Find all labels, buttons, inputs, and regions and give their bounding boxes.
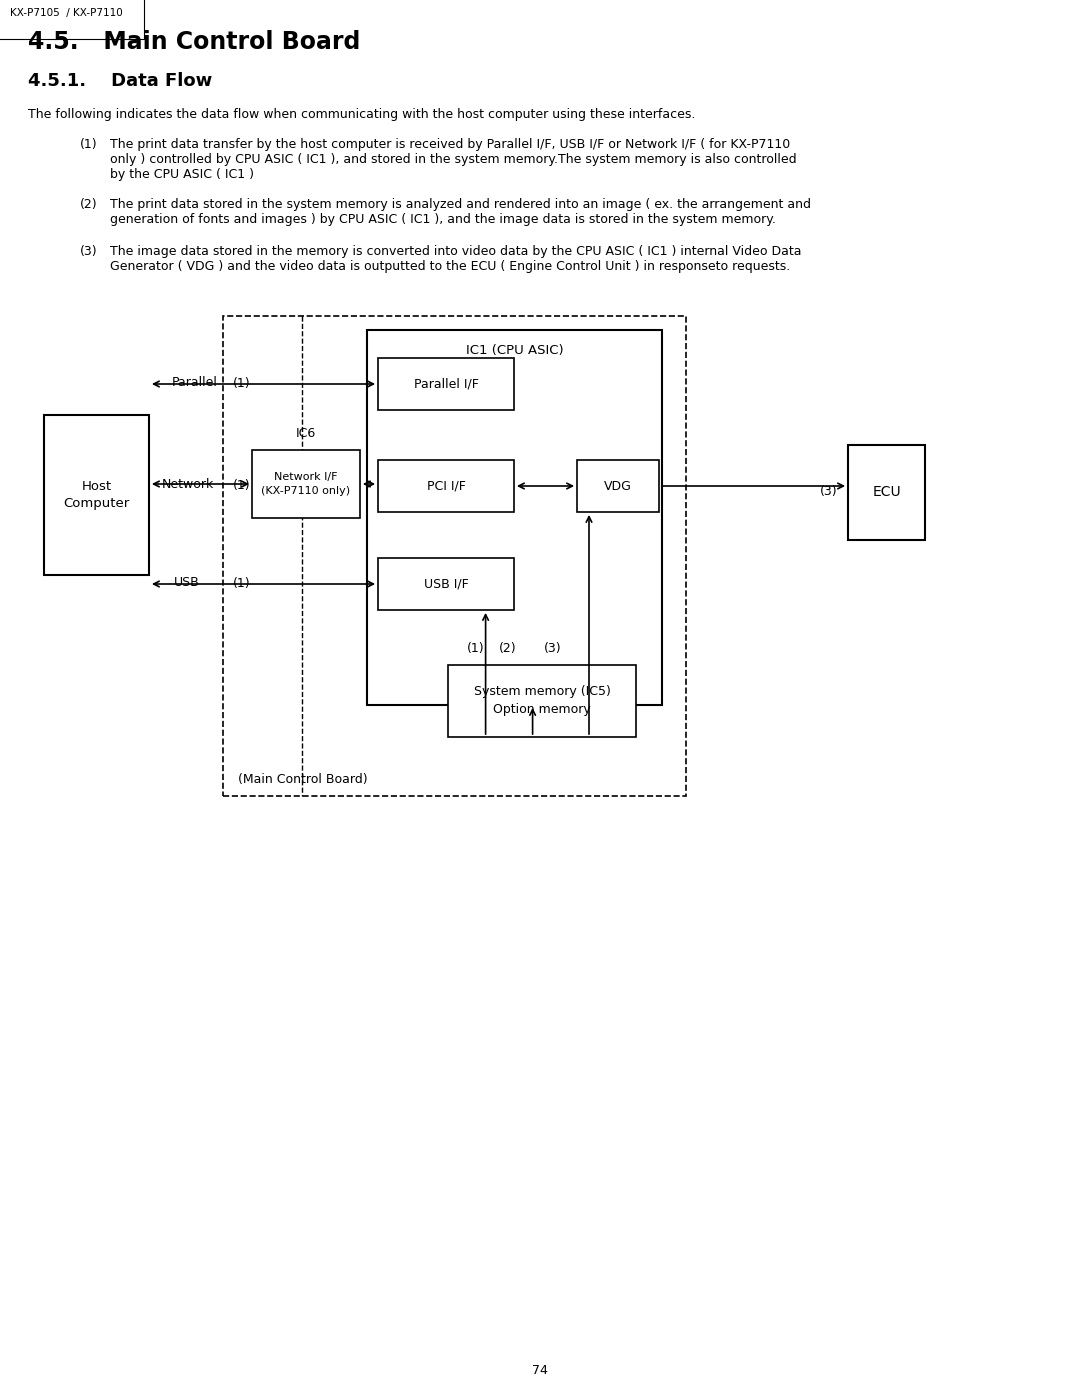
Bar [448, 665, 636, 738]
Text: (1): (1) [80, 138, 97, 151]
Text: (Main Control Board): (Main Control Board) [238, 773, 367, 787]
Text: USB: USB [174, 577, 200, 590]
Text: Network I/F
(KX-P7110 only): Network I/F (KX-P7110 only) [261, 472, 351, 496]
Text: 4.5.   Main Control Board: 4.5. Main Control Board [28, 29, 361, 54]
Bar [252, 450, 360, 518]
Text: The following indicates the data flow when communicating with the host computer : The following indicates the data flow wh… [28, 108, 696, 122]
Text: (2): (2) [80, 198, 97, 211]
Bar [44, 415, 149, 576]
Text: ECU: ECU [873, 486, 901, 500]
Text: (3): (3) [544, 643, 562, 655]
Text: IC1 (CPU ASIC): IC1 (CPU ASIC) [465, 344, 564, 358]
Bar [378, 460, 514, 511]
Text: The image data stored in the memory is converted into video data by the CPU ASIC: The image data stored in the memory is c… [110, 244, 801, 272]
Text: KX-P7105  / KX-P7110: KX-P7105 / KX-P7110 [10, 8, 123, 18]
Text: (3): (3) [820, 486, 838, 499]
Bar [378, 557, 514, 610]
Text: Network: Network [162, 479, 214, 492]
Bar [577, 460, 659, 511]
Bar [378, 358, 514, 409]
Text: 74: 74 [532, 1363, 548, 1376]
Bar [367, 330, 662, 705]
Text: 4.5.1.    Data Flow: 4.5.1. Data Flow [28, 73, 213, 89]
Text: PCI I/F: PCI I/F [427, 479, 465, 493]
Text: (3): (3) [80, 244, 97, 258]
Bar [222, 316, 686, 796]
Text: (1): (1) [233, 479, 251, 492]
Text: USB I/F: USB I/F [423, 577, 469, 591]
Text: (2): (2) [499, 643, 517, 655]
Bar [848, 446, 924, 541]
Text: (1): (1) [468, 643, 485, 655]
Text: System memory (IC5)
Option memory: System memory (IC5) Option memory [473, 686, 610, 717]
Text: Parallel: Parallel [172, 377, 218, 390]
Text: The print data transfer by the host computer is received by Parallel I/F, USB I/: The print data transfer by the host comp… [110, 138, 797, 182]
Text: VDG: VDG [604, 479, 632, 493]
Text: (1): (1) [233, 377, 251, 390]
Text: The print data stored in the system memory is analyzed and rendered into an imag: The print data stored in the system memo… [110, 198, 811, 226]
Text: (1): (1) [233, 577, 251, 590]
Text: IC6: IC6 [296, 427, 316, 440]
Text: Host
Computer: Host Computer [64, 479, 130, 510]
Text: Parallel I/F: Parallel I/F [414, 377, 478, 391]
